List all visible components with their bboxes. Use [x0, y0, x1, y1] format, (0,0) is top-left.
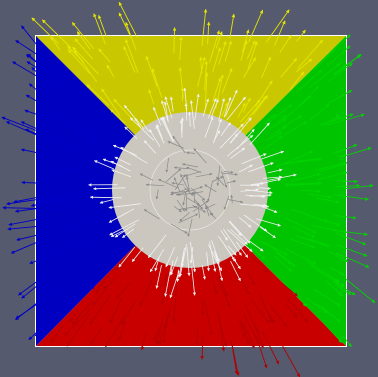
arrow: [86, 200, 101, 201]
arrow: [345, 278, 375, 303]
arrow: [230, 14, 234, 39]
arrow: [22, 182, 37, 183]
arrow: [282, 345, 300, 377]
arrow: [119, 13, 131, 38]
arrow: [6, 122, 39, 136]
arrow: [99, 15, 107, 36]
arrow: [338, 181, 358, 182]
page: (() => { JSON.parse(document.getElementB…: [0, 0, 378, 377]
arrow: [2, 117, 39, 131]
render-view: [0, 0, 378, 377]
arrow: [3, 208, 39, 209]
